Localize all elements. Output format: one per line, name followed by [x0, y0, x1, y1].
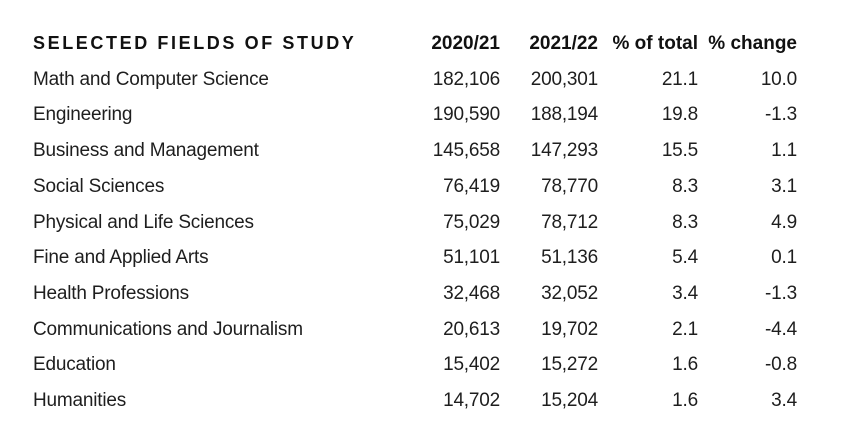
value-pct-change: 3.4	[771, 390, 797, 412]
value-2020-21: 76,419	[443, 175, 500, 197]
value-pct-change: 1.1	[771, 140, 797, 162]
value-pct-change: -0.8	[765, 354, 797, 376]
value-2021-22: 51,136	[541, 247, 598, 269]
value-2021-22: 15,204	[541, 390, 598, 412]
column-header-pct-change: % change	[708, 33, 797, 54]
table-row: Math and Computer Science 182,106 200,30…	[33, 62, 797, 98]
column-header-2021-22: 2021/22	[529, 33, 598, 54]
table-row: Social Sciences 76,419 78,770 8.3 3.1	[33, 169, 797, 205]
fields-of-study-table: SELECTED FIELDS OF STUDY 2020/21 2021/22…	[33, 26, 797, 419]
field-label: Fine and Applied Arts	[33, 247, 209, 269]
value-2020-21: 32,468	[443, 282, 500, 304]
value-pct-change: -1.3	[765, 104, 797, 126]
value-2021-22: 78,712	[541, 211, 598, 233]
value-2021-22: 15,272	[541, 354, 598, 376]
value-2020-21: 15,402	[443, 354, 500, 376]
value-2021-22: 147,293	[530, 140, 598, 162]
value-pct-total: 1.6	[672, 390, 698, 412]
table-row: Business and Management 145,658 147,293 …	[33, 133, 797, 169]
value-pct-change: 3.1	[771, 175, 797, 197]
table-row: Engineering 190,590 188,194 19.8 -1.3	[33, 97, 797, 133]
value-pct-change: 4.9	[771, 211, 797, 233]
value-2020-21: 75,029	[443, 211, 500, 233]
value-pct-total: 8.3	[672, 175, 698, 197]
value-2021-22: 188,194	[530, 104, 598, 126]
value-pct-change: -1.3	[765, 282, 797, 304]
field-label: Social Sciences	[33, 175, 165, 197]
table-row: Fine and Applied Arts 51,101 51,136 5.4 …	[33, 240, 797, 276]
value-pct-change: 10.0	[760, 68, 797, 90]
value-2021-22: 200,301	[530, 68, 598, 90]
value-pct-change: 0.1	[771, 247, 797, 269]
value-2020-21: 20,613	[443, 318, 500, 340]
value-pct-total: 21.1	[661, 68, 698, 90]
table-row: Education 15,402 15,272 1.6 -0.8	[33, 347, 797, 383]
value-pct-total: 5.4	[672, 247, 698, 269]
field-label: Physical and Life Sciences	[33, 211, 254, 233]
field-label: Business and Management	[33, 140, 259, 162]
field-label: Math and Computer Science	[33, 68, 269, 90]
table-row: Health Professions 32,468 32,052 3.4 -1.…	[33, 276, 797, 312]
column-header-2020-21: 2020/21	[431, 33, 500, 54]
field-label: Engineering	[33, 104, 133, 126]
value-2020-21: 145,658	[432, 140, 500, 162]
field-label: Communications and Journalism	[33, 318, 303, 340]
table-row: Communications and Journalism 20,613 19,…	[33, 312, 797, 348]
column-header-pct-total: % of total	[612, 33, 699, 54]
value-pct-total: 1.6	[672, 354, 698, 376]
value-pct-total: 2.1	[672, 318, 698, 340]
table-row: Humanities 14,702 15,204 1.6 3.4	[33, 383, 797, 419]
value-2020-21: 51,101	[443, 247, 500, 269]
value-2021-22: 19,702	[541, 318, 598, 340]
value-pct-total: 3.4	[672, 282, 698, 304]
header-row: SELECTED FIELDS OF STUDY 2020/21 2021/22…	[33, 26, 797, 62]
column-header-fields: SELECTED FIELDS OF STUDY	[33, 33, 357, 53]
value-pct-total: 19.8	[661, 104, 698, 126]
value-pct-change: -4.4	[765, 318, 797, 340]
field-label: Education	[33, 354, 116, 376]
value-2021-22: 32,052	[541, 282, 598, 304]
value-pct-total: 8.3	[672, 211, 698, 233]
value-2021-22: 78,770	[541, 175, 598, 197]
value-2020-21: 182,106	[432, 68, 500, 90]
value-2020-21: 14,702	[443, 390, 500, 412]
field-label: Humanities	[33, 390, 127, 412]
table-row: Physical and Life Sciences 75,029 78,712…	[33, 205, 797, 241]
field-label: Health Professions	[33, 282, 189, 304]
value-pct-total: 15.5	[661, 140, 698, 162]
value-2020-21: 190,590	[432, 104, 500, 126]
